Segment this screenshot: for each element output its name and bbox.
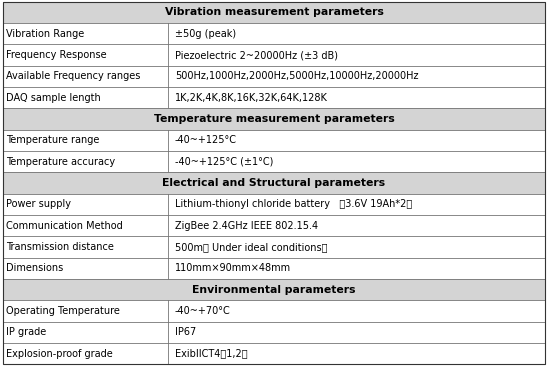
Bar (168, 66, 545, 87)
Text: Environmental parameters: Environmental parameters (192, 285, 356, 295)
Text: Temperature measurement parameters: Temperature measurement parameters (153, 114, 395, 124)
Text: Lithium-thionyl chloride battery   （3.6V 19Ah*2）: Lithium-thionyl chloride battery （3.6V 1… (175, 199, 412, 209)
Text: Transmission distance: Transmission distance (5, 242, 113, 252)
Bar (3, 87, 168, 108)
Text: Piezoelectric 2~20000Hz (±3 dB): Piezoelectric 2~20000Hz (±3 dB) (175, 50, 338, 60)
Bar (3, 258, 168, 279)
Text: 500Hz,1000Hz,2000Hz,5000Hz,10000Hz,20000Hz: 500Hz,1000Hz,2000Hz,5000Hz,10000Hz,20000… (175, 71, 419, 81)
Bar (168, 194, 545, 215)
Bar (168, 258, 545, 279)
Bar (168, 130, 545, 151)
Bar (3, 130, 168, 151)
Bar (3, 23, 168, 44)
Text: Available Frequency ranges: Available Frequency ranges (5, 71, 140, 81)
Text: -40~+125°C (±1°C): -40~+125°C (±1°C) (175, 157, 273, 167)
Text: IP grade: IP grade (5, 327, 46, 337)
Text: 500m（ Under ideal conditions）: 500m（ Under ideal conditions） (175, 242, 328, 252)
Text: Frequency Response: Frequency Response (5, 50, 106, 60)
Text: DAQ sample length: DAQ sample length (5, 93, 100, 103)
Bar (3, 2, 545, 23)
Text: Operating Temperature: Operating Temperature (5, 306, 119, 316)
Bar (3, 236, 168, 258)
Text: Dimensions: Dimensions (5, 263, 63, 273)
Bar (3, 66, 168, 87)
Text: Electrical and Structural parameters: Electrical and Structural parameters (162, 178, 386, 188)
Bar (168, 300, 545, 322)
Bar (3, 343, 168, 364)
Bar (3, 215, 168, 236)
Bar (168, 44, 545, 66)
Text: ZigBee 2.4GHz IEEE 802.15.4: ZigBee 2.4GHz IEEE 802.15.4 (175, 221, 318, 231)
Text: ±50g (peak): ±50g (peak) (175, 29, 236, 39)
Bar (168, 322, 545, 343)
Bar (168, 23, 545, 44)
Bar (3, 322, 168, 343)
Text: Explosion-proof grade: Explosion-proof grade (5, 348, 112, 359)
Bar (168, 151, 545, 172)
Text: Temperature accuracy: Temperature accuracy (5, 157, 115, 167)
Text: Temperature range: Temperature range (5, 135, 99, 145)
Bar (3, 279, 545, 300)
Text: -40~+70°C: -40~+70°C (175, 306, 231, 316)
Bar (3, 300, 168, 322)
Text: Communication Method: Communication Method (5, 221, 122, 231)
Bar (3, 108, 545, 130)
Bar (3, 172, 545, 194)
Text: Power supply: Power supply (5, 199, 71, 209)
Bar (168, 236, 545, 258)
Text: 1K,2K,4K,8K,16K,32K,64K,128K: 1K,2K,4K,8K,16K,32K,64K,128K (175, 93, 328, 103)
Text: -40~+125°C: -40~+125°C (175, 135, 237, 145)
Bar (3, 151, 168, 172)
Bar (168, 343, 545, 364)
Bar (3, 194, 168, 215)
Text: Vibration Range: Vibration Range (5, 29, 84, 39)
Bar (3, 44, 168, 66)
Bar (168, 215, 545, 236)
Text: IP67: IP67 (175, 327, 196, 337)
Text: Vibration measurement parameters: Vibration measurement parameters (164, 7, 384, 18)
Text: 110mm×90mm×48mm: 110mm×90mm×48mm (175, 263, 291, 273)
Bar (168, 87, 545, 108)
Text: ExibIICT4（1,2）: ExibIICT4（1,2） (175, 348, 248, 359)
